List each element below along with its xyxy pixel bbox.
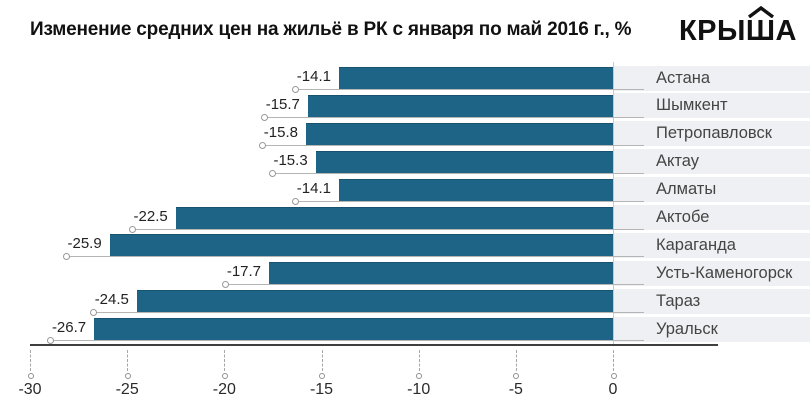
- category-label: Уральск: [656, 319, 718, 338]
- bar: [109, 234, 613, 257]
- logo-letter: К: [678, 15, 698, 47]
- grid-tick-dot: [124, 373, 131, 379]
- category-label: Актау: [656, 152, 700, 171]
- leader-dot: [89, 309, 97, 317]
- bar-value-label: -15.8: [263, 123, 298, 141]
- leader-dot: [268, 169, 276, 177]
- roof-icon: [747, 6, 774, 18]
- category-label: Астана: [656, 68, 711, 87]
- leader-line: [65, 256, 644, 258]
- leader-line: [131, 228, 644, 230]
- axis-tick-label: -30: [18, 381, 42, 398]
- row-band: [614, 205, 810, 230]
- bar-value-label: -14.1: [296, 179, 331, 197]
- krisha-logo: КРЫШ А: [678, 6, 797, 47]
- category-label: Караганда: [656, 235, 736, 254]
- row-band: [614, 177, 810, 203]
- leader-line: [294, 200, 644, 202]
- row-band: [614, 232, 810, 258]
- leader-dot: [62, 253, 70, 261]
- category-label: Тараз: [656, 291, 701, 310]
- x-axis-line: [30, 344, 718, 346]
- bar: [269, 262, 613, 285]
- leader-line: [50, 340, 644, 342]
- row-band: [614, 260, 810, 286]
- grid-tick-dot: [319, 373, 325, 379]
- category-label: Шымкент: [656, 96, 728, 115]
- grid-tick-dot: [27, 373, 34, 379]
- leader-line: [92, 312, 644, 314]
- leader-dot: [260, 113, 268, 121]
- bar: [338, 178, 613, 201]
- logo-letter: Ш: [746, 6, 776, 46]
- row-band: [614, 65, 810, 91]
- leader-dot: [128, 225, 136, 233]
- grid-tick-dot: [513, 373, 520, 379]
- leader-dot: [291, 86, 299, 93]
- logo-letter: А: [775, 15, 797, 47]
- grid-tick-line: [418, 350, 420, 371]
- bar: [315, 150, 613, 173]
- grid-tick-line: [321, 350, 323, 371]
- leader-line: [261, 144, 644, 146]
- bar: [136, 290, 613, 313]
- leader-dot: [291, 197, 299, 205]
- axis-tick-label: -10: [407, 381, 431, 398]
- category-label: Алматы: [656, 180, 717, 199]
- grid-tick-line: [515, 350, 517, 371]
- axis-tick-label: -15: [309, 381, 334, 398]
- row-band: [614, 288, 810, 314]
- row-band: [614, 93, 810, 119]
- grid-tick-dot: [610, 373, 617, 379]
- grid-tick-dot: [416, 373, 423, 379]
- grid-tick-line: [30, 350, 31, 371]
- axis-tick-label: -25: [115, 381, 139, 398]
- bar: [94, 318, 613, 341]
- leader-line: [294, 89, 644, 90]
- bar-value-label: -22.5: [133, 207, 168, 225]
- axis-tick-label: 0: [608, 381, 618, 398]
- category-label: Актобе: [656, 208, 710, 226]
- chart-title: Изменение средних цен на жильё в РК с ян…: [30, 19, 632, 40]
- axis-tick-label: -20: [212, 381, 236, 398]
- grid-tick-line: [224, 350, 226, 371]
- leader-dot: [258, 141, 266, 149]
- bar-value-label: -15.7: [265, 95, 300, 113]
- bar: [307, 94, 613, 117]
- bar: [175, 206, 613, 229]
- grid-tick-line: [613, 350, 614, 371]
- leader-line: [271, 172, 644, 174]
- bar-value-label: -15.3: [273, 151, 308, 169]
- leader-line: [263, 116, 644, 118]
- row-band: [614, 121, 810, 147]
- category-label: Усть-Каменогорск: [656, 263, 793, 282]
- leader-dot: [222, 281, 230, 289]
- logo-letter: Р: [697, 15, 717, 47]
- category-label: Петропавловск: [656, 124, 772, 143]
- bar: [305, 122, 613, 145]
- grid-tick-dot: [221, 373, 228, 379]
- bar-value-label: -26.7: [51, 319, 87, 337]
- bar-value-label: -17.7: [226, 263, 262, 281]
- bar-value-label: -25.9: [67, 235, 102, 253]
- leader-dot: [47, 337, 55, 345]
- row-band: [614, 316, 810, 342]
- bar-value-label: -14.1: [296, 68, 331, 85]
- bar-value-label: -24.5: [94, 291, 129, 309]
- logo-letter: Ы: [716, 15, 746, 47]
- row-band: [614, 149, 810, 175]
- axis-tick-label: -5: [508, 381, 523, 398]
- leader-line: [225, 284, 644, 286]
- zero-baseline: [613, 62, 614, 344]
- bar: [338, 67, 613, 89]
- grid-tick-line: [127, 350, 129, 371]
